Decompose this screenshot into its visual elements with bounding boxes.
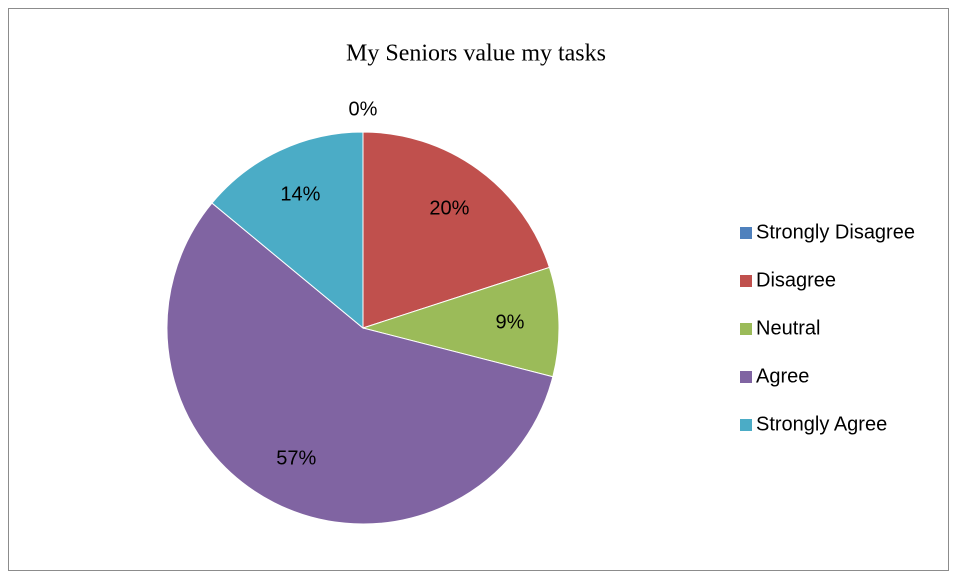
pie-slice xyxy=(362,131,551,329)
data-label: 20% xyxy=(429,197,469,219)
pie-slice xyxy=(166,202,554,525)
legend-swatch xyxy=(740,227,752,239)
legend-swatch xyxy=(740,419,752,431)
legend-label: Strongly Disagree xyxy=(756,221,915,243)
legend-swatch xyxy=(740,371,752,383)
data-label: 0% xyxy=(349,99,378,121)
pie-slice xyxy=(211,131,364,330)
legend-label: Strongly Agree xyxy=(756,413,887,435)
legend-label: Agree xyxy=(756,365,809,387)
data-label: 9% xyxy=(495,312,524,334)
chart-title: My Seniors value my tasks xyxy=(346,41,606,67)
data-label: 57% xyxy=(276,447,316,469)
pie-slice xyxy=(361,266,560,378)
legend-label: Neutral xyxy=(756,317,820,339)
legend-swatch xyxy=(740,275,752,287)
legend-swatch xyxy=(740,323,752,335)
data-label: 14% xyxy=(280,183,320,205)
legend-label: Disagree xyxy=(756,269,836,291)
